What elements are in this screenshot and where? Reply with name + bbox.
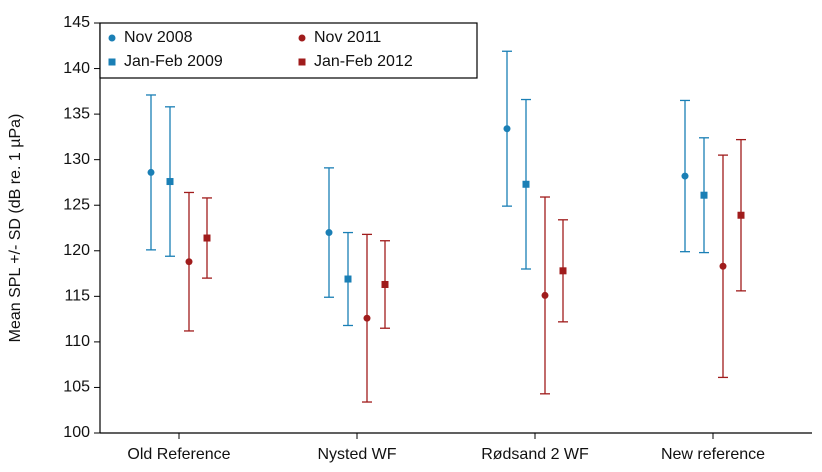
marker	[559, 267, 567, 275]
marker	[344, 275, 352, 283]
legend-marker	[108, 34, 116, 42]
y-tick-label: 110	[64, 333, 90, 350]
marker	[147, 168, 155, 176]
marker	[541, 291, 549, 299]
x-tick-label: Old Reference	[127, 446, 230, 463]
marker	[719, 262, 727, 270]
marker	[166, 178, 174, 186]
y-axis-label: Mean SPL +/- SD (dB re. 1 µPa)	[7, 114, 24, 343]
y-tick-label: 105	[63, 379, 90, 396]
y-tick-label: 120	[63, 242, 90, 259]
legend-label: Nov 2008	[124, 29, 193, 46]
marker	[325, 229, 333, 237]
x-tick-label: Rødsand 2 WF	[481, 446, 589, 463]
marker	[503, 125, 511, 133]
legend-label: Nov 2011	[314, 29, 381, 46]
y-tick-label: 140	[63, 60, 90, 77]
marker	[203, 234, 211, 242]
legend-label: Jan-Feb 2012	[314, 53, 413, 70]
marker	[681, 172, 689, 180]
marker	[700, 191, 708, 199]
legend-marker	[108, 58, 116, 66]
y-tick-label: 135	[63, 105, 90, 122]
x-tick-label: New reference	[661, 446, 765, 463]
x-tick-label: Nysted WF	[317, 446, 396, 463]
legend-marker	[298, 34, 306, 42]
marker	[737, 211, 745, 219]
legend-label: Jan-Feb 2009	[124, 53, 223, 70]
marker	[522, 180, 530, 188]
marker	[381, 280, 389, 288]
marker	[363, 314, 371, 322]
y-tick-label: 125	[63, 196, 90, 213]
marker	[185, 258, 193, 266]
y-tick-label: 115	[64, 288, 90, 305]
legend-box	[99, 22, 478, 79]
y-tick-label: 145	[63, 14, 90, 31]
legend-marker	[298, 58, 306, 66]
y-tick-label: 130	[63, 151, 90, 168]
y-tick-label: 100	[63, 424, 90, 441]
